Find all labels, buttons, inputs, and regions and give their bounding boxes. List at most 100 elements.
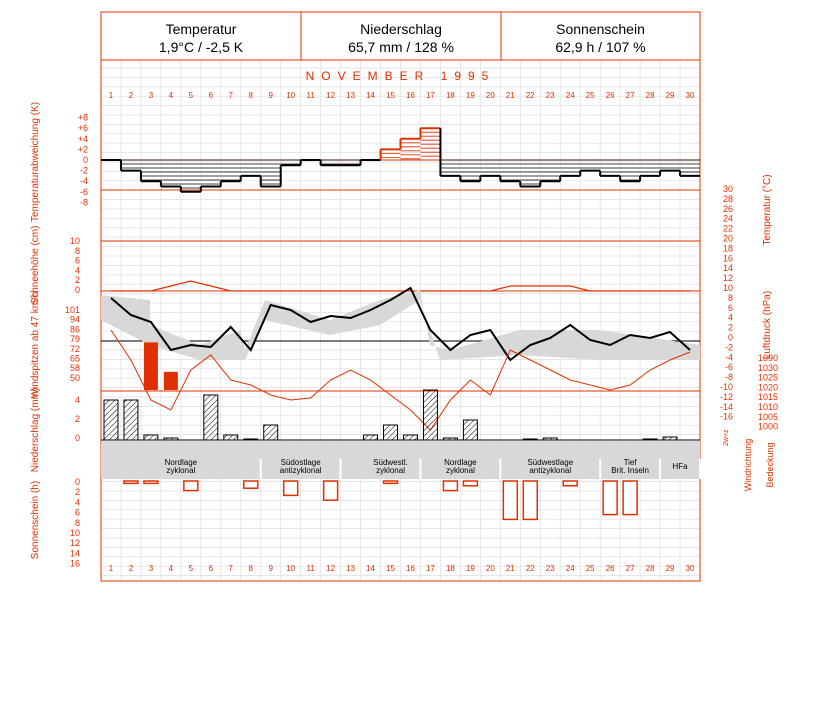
- pressure-range-band: [101, 290, 700, 360]
- temperature-tick: 30: [723, 184, 733, 194]
- wind-tick: 101: [65, 305, 80, 315]
- weather-type-label: zyklonal: [376, 466, 405, 475]
- precip-tick: 4: [75, 395, 80, 405]
- sunshine-bar: [382, 480, 399, 485]
- weather-type-label: Südwestl.: [373, 458, 408, 467]
- day-label-top: 2: [129, 91, 134, 100]
- sun-tick: 14: [70, 548, 80, 558]
- temperature-tick: -4: [725, 352, 733, 362]
- precip-bar: [223, 434, 239, 441]
- sun-tick: 8: [75, 518, 80, 528]
- day-label-top: 4: [169, 91, 174, 100]
- sunshine-bar: [622, 480, 638, 516]
- temperature-tick: 10: [723, 283, 733, 293]
- day-label-bottom: 2: [129, 564, 134, 573]
- day-label-top: 11: [306, 91, 315, 100]
- day-label-top: 10: [286, 91, 295, 100]
- day-label-top: 6: [209, 91, 214, 100]
- day-label-bottom: 25: [586, 564, 595, 573]
- axis-label-wind-direction: Windrichtung: [743, 439, 753, 492]
- day-label-bottom: 7: [229, 564, 234, 573]
- sunshine-bar: [442, 480, 459, 492]
- pressure-tick: 1090: [758, 353, 778, 363]
- sunshine-bar: [243, 480, 259, 489]
- weather-type-label: Südwestlage: [527, 458, 573, 467]
- temperature-tick: 28: [723, 194, 733, 204]
- precip-bar: [243, 438, 259, 441]
- sunshine-bar: [522, 480, 539, 521]
- day-label-top: 18: [446, 91, 455, 100]
- wind-tick: 72: [70, 344, 80, 354]
- sunshine-bar: [562, 480, 578, 487]
- sunshine-bar: [462, 480, 479, 487]
- precip-bar: [542, 437, 558, 441]
- day-label-top: 13: [346, 91, 355, 100]
- day-label-top: 17: [426, 91, 435, 100]
- precipitation-summary-label: Niederschlag: [360, 21, 442, 37]
- snow-line: [111, 280, 690, 292]
- day-label-bottom: 9: [268, 564, 273, 573]
- pressure-tick: 1000: [758, 422, 778, 432]
- precip-tick: 2: [75, 414, 80, 424]
- wind-tick: 58: [70, 363, 80, 373]
- sunshine-bar: [143, 480, 159, 485]
- day-label-bottom: 30: [686, 564, 695, 573]
- temp-deviation-tick: +4: [78, 134, 88, 144]
- weather-type-band: [101, 459, 700, 479]
- day-label-bottom: 14: [366, 564, 375, 573]
- temperature-summary-label: Temperatur: [165, 21, 237, 37]
- pressure-tick: 1015: [758, 392, 778, 402]
- precip-bar: [642, 438, 658, 441]
- temperature-tick: 0: [728, 333, 733, 343]
- day-label-bottom: 20: [486, 564, 495, 573]
- day-label-top: 21: [506, 91, 515, 100]
- sun-tick: 0: [75, 477, 80, 487]
- day-label-top: 30: [686, 91, 695, 100]
- temp-deviation-tick: +8: [78, 113, 88, 123]
- pressure-tick: 1005: [758, 412, 778, 422]
- day-label-bottom: 29: [666, 564, 675, 573]
- snow-tick: 4: [75, 265, 80, 275]
- axis-label-right: Temperatur (°C): [762, 174, 773, 245]
- temp-deviation-tick: -6: [80, 187, 88, 197]
- sun-tick: 12: [70, 538, 80, 548]
- temp-deviation-tick: +6: [78, 123, 88, 133]
- wind-tick: 50: [70, 373, 80, 383]
- day-label-bottom: 13: [346, 564, 355, 573]
- day-label-bottom: 11: [306, 564, 315, 573]
- precip-bar: [163, 437, 179, 441]
- pressure-tick: 1025: [758, 373, 778, 383]
- day-label-bottom: 1: [109, 564, 114, 573]
- day-label-top: 29: [666, 91, 675, 100]
- day-label-bottom: 4: [169, 564, 174, 573]
- day-label-top: 27: [626, 91, 635, 100]
- day-label-top: 19: [466, 91, 475, 100]
- wind-gust-bar: [163, 371, 178, 390]
- temperature-tick: -2: [725, 342, 733, 352]
- day-label-top: 7: [229, 91, 234, 100]
- day-label-bottom: 17: [426, 564, 435, 573]
- temp-deviation-tick: -8: [80, 197, 88, 207]
- day-label-top: 23: [546, 91, 555, 100]
- precip-bar: [522, 438, 538, 441]
- temperature-tick: 2: [728, 323, 733, 333]
- precip-bar: [442, 437, 458, 441]
- pressure-tick: 1030: [758, 363, 778, 373]
- day-label-bottom: 26: [606, 564, 615, 573]
- temperature-tick: 6: [728, 303, 733, 313]
- sun-tick: 6: [75, 508, 80, 518]
- wind-tick: 94: [70, 315, 80, 325]
- temp-deviation-tick: -2: [80, 166, 88, 176]
- wind-tick: 86: [70, 324, 80, 334]
- day-label-top: 14: [366, 91, 375, 100]
- day-label-top: 9: [268, 91, 273, 100]
- precip-bar: [422, 389, 438, 441]
- precip-bar: [662, 436, 678, 441]
- day-label-top: 22: [526, 91, 535, 100]
- temp-deviation-tick: -4: [80, 176, 88, 186]
- day-label-bottom: 3: [149, 564, 154, 573]
- weather-type-label: Nordlage: [444, 458, 477, 467]
- precipitation-summary-value: 65,7 mm / 128 %: [348, 39, 454, 55]
- sun-tick: 10: [70, 528, 80, 538]
- day-label-top: 3: [149, 91, 154, 100]
